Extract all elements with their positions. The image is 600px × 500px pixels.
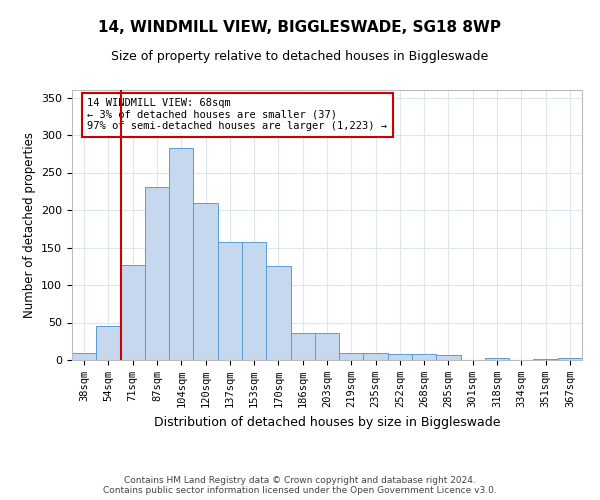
Bar xyxy=(169,148,193,360)
Bar xyxy=(242,242,266,360)
Bar xyxy=(339,352,364,360)
Bar xyxy=(485,358,509,360)
Bar xyxy=(315,333,339,360)
Bar xyxy=(533,358,558,360)
Bar xyxy=(558,358,582,360)
Y-axis label: Number of detached properties: Number of detached properties xyxy=(23,132,35,318)
Bar xyxy=(193,202,218,360)
Text: 14, WINDMILL VIEW, BIGGLESWADE, SG18 8WP: 14, WINDMILL VIEW, BIGGLESWADE, SG18 8WP xyxy=(98,20,502,35)
Bar xyxy=(266,266,290,360)
Bar xyxy=(218,242,242,360)
Text: 14 WINDMILL VIEW: 68sqm
← 3% of detached houses are smaller (37)
97% of semi-det: 14 WINDMILL VIEW: 68sqm ← 3% of detached… xyxy=(88,98,388,132)
Bar xyxy=(436,355,461,360)
Bar xyxy=(364,353,388,360)
Bar xyxy=(290,333,315,360)
Text: Size of property relative to detached houses in Biggleswade: Size of property relative to detached ho… xyxy=(112,50,488,63)
Text: Contains HM Land Registry data © Crown copyright and database right 2024.
Contai: Contains HM Land Registry data © Crown c… xyxy=(103,476,497,495)
Bar xyxy=(121,265,145,360)
Bar xyxy=(96,326,121,360)
Bar xyxy=(388,354,412,360)
Bar xyxy=(145,186,169,360)
X-axis label: Distribution of detached houses by size in Biggleswade: Distribution of detached houses by size … xyxy=(154,416,500,428)
Bar xyxy=(412,354,436,360)
Bar xyxy=(72,352,96,360)
